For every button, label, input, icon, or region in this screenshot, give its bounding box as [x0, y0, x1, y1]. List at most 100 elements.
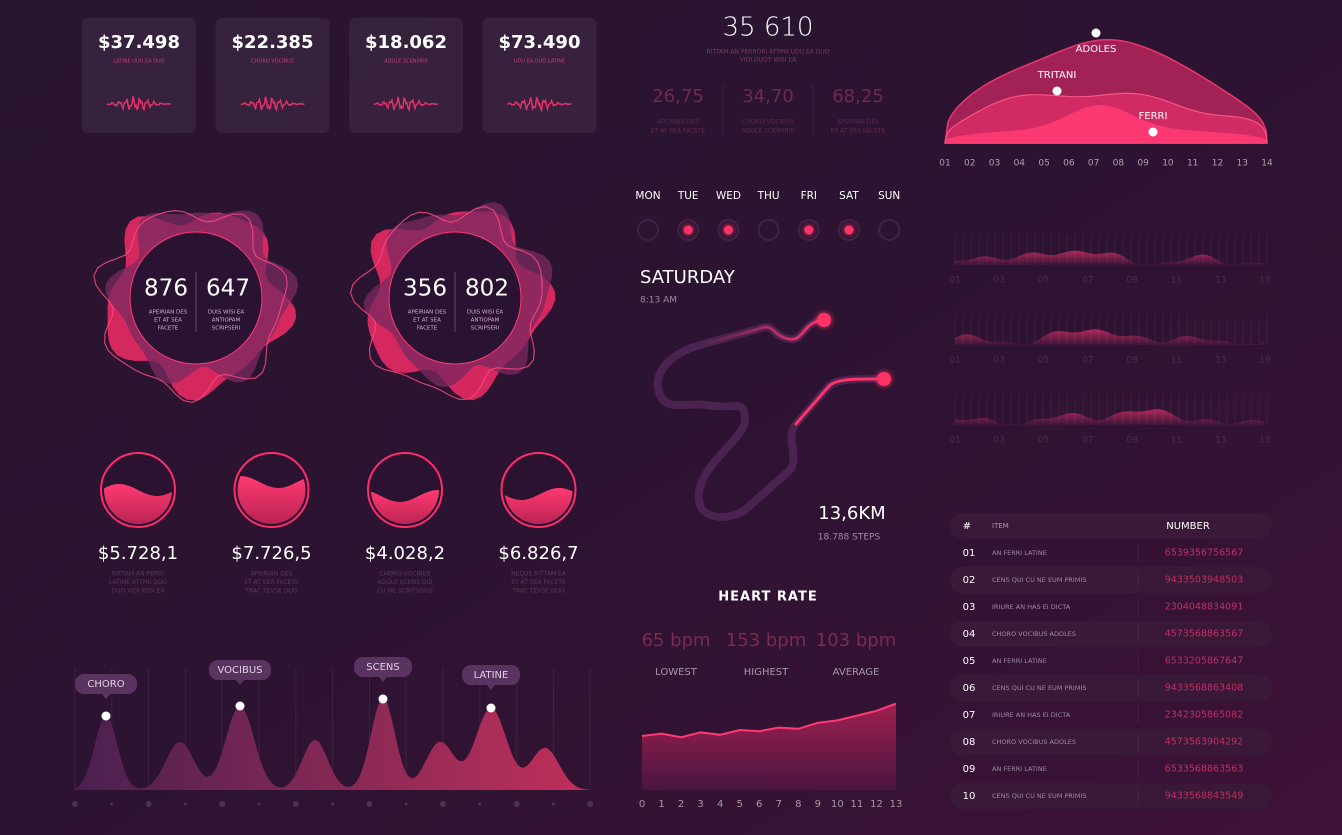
table-header-bg [950, 513, 1272, 539]
summary-stat-caption: APEIRIAN DES [657, 119, 699, 126]
ring-caption: ANTIOPAM [471, 318, 500, 324]
x-tick-label: 11 [1187, 159, 1198, 169]
summary-stat: 26,75 [652, 86, 704, 107]
weekday: TUE [677, 190, 699, 202]
stat-value: $73.490 [499, 32, 581, 53]
tag-pointer [379, 677, 387, 682]
sparkline [373, 96, 438, 113]
x-tick-label: 19 [1259, 356, 1271, 366]
day-ring [677, 219, 700, 241]
x-tick-label: 9 [815, 799, 821, 810]
x-tick-label: 09 [1126, 356, 1138, 366]
day-ring [757, 219, 780, 241]
row-index: 10 [963, 791, 976, 802]
ring-caption: APEIRIAN DES [149, 310, 188, 316]
route-steps: 18.788 STEPS [818, 533, 881, 543]
stat-caption: CHORO VOCIBUS [251, 59, 294, 65]
area-label: TRITANI [1037, 70, 1077, 81]
x-tick-label: 05 [1038, 436, 1049, 446]
day-ring [878, 219, 901, 241]
stat-value: $37.498 [98, 32, 180, 53]
day-dot [723, 225, 733, 235]
row-index: 08 [963, 737, 976, 748]
row-item: IRIURE AN HAS EI DICTA [992, 711, 1071, 719]
area-label: ADOLES [1076, 44, 1117, 55]
tag-pointer [236, 680, 244, 685]
row-number: 9433568843549 [1165, 791, 1244, 802]
x-tick-label: 14 [1261, 159, 1273, 169]
hr-value: 103 bpm [816, 630, 896, 651]
x-tick-label: 05 [1038, 356, 1049, 366]
route-time: 8:13 AM [640, 296, 677, 306]
table-row-bg [950, 567, 1272, 593]
fill-value: $7.726,5 [231, 543, 311, 564]
axis-dot [72, 801, 78, 807]
x-tick-label: 03 [994, 436, 1005, 446]
day-dot [683, 225, 693, 235]
tag-pill [462, 665, 520, 685]
tag-pill [75, 674, 137, 694]
row-number: 2304048834091 [1165, 602, 1244, 613]
ring-core [129, 231, 263, 365]
mini-area [955, 409, 1265, 425]
fill-value: $4.028,2 [365, 543, 445, 564]
hr-label: LOWEST [655, 667, 698, 678]
hr-value: 153 bpm [726, 630, 806, 651]
x-tick-label: 4 [717, 799, 723, 810]
hr-label: AVERAGE [833, 667, 880, 678]
fill-caption: CHORO VOCIBUS [379, 571, 430, 578]
row-item: CHORO VOCIBUS ADOLES [992, 630, 1076, 638]
table-row-bg [950, 729, 1272, 755]
fill-caption: APEIRIAN DES [251, 571, 293, 578]
weekday: THU [757, 190, 780, 202]
stat-caption: LATINE UDU EA DUO [113, 59, 164, 65]
stat-caption: UDU EA DUO LATINE [514, 59, 565, 65]
day-dot [804, 225, 814, 235]
row-number: 2342305865082 [1165, 710, 1244, 721]
row-number: 9433503948503 [1165, 575, 1244, 586]
axis-dot [404, 802, 408, 806]
ring-value: 356 [403, 276, 447, 302]
peak-area [75, 698, 590, 790]
summary-stat: 68,25 [832, 86, 884, 107]
route-distance: 13,6KM [818, 503, 885, 524]
peak-marker [378, 694, 388, 704]
area-marker [1052, 86, 1062, 96]
fill-caption: LATINE ATTMII DUO [109, 579, 167, 586]
fill-caption: CU NE SCRIPSERIS [377, 588, 433, 595]
area-marker [1091, 28, 1101, 38]
summary-stat-caption: APEIRIAN DES [837, 119, 879, 126]
x-tick-label: 01 [949, 276, 960, 286]
axis-dot [257, 802, 261, 806]
stat-caption: ADOLE SCENSRIS [384, 59, 428, 65]
row-index: 06 [963, 683, 976, 694]
x-tick-label: 01 [949, 356, 960, 366]
ring-blob [93, 209, 288, 404]
x-tick-label: 11 [1171, 436, 1182, 446]
ring-value: 802 [465, 276, 509, 302]
ring-caption: FACETE [417, 326, 438, 332]
x-tick-label: 0 [639, 799, 645, 810]
route-point [817, 313, 831, 327]
axis-dot [145, 801, 152, 807]
x-tick-label: 15 [1259, 276, 1270, 286]
summary-stat-caption: ET AT SEA FACETE [831, 128, 886, 135]
summary-stat-caption: ET AT SEA FACETE [651, 128, 706, 135]
fill-value: $6.826,7 [498, 543, 578, 564]
fill-caption: ADOLE SCENS QUI [377, 579, 433, 586]
axis-dot [513, 801, 520, 807]
x-tick-label: 8 [795, 799, 801, 810]
x-tick-label: 07 [1082, 436, 1093, 446]
stat-value: $22.385 [232, 32, 314, 53]
row-item: AN FERRI LATINE [992, 549, 1047, 557]
x-tick-label: 10 [831, 799, 844, 810]
axis-dot [440, 801, 446, 807]
fill-caption: ET AT SEA FACETE [511, 579, 566, 586]
route-point [877, 372, 891, 386]
axis-dot [292, 801, 299, 807]
x-tick-label: 3 [697, 799, 703, 810]
hr-line [641, 702, 897, 739]
ring-caption: APEIRIAN DES [408, 310, 447, 316]
